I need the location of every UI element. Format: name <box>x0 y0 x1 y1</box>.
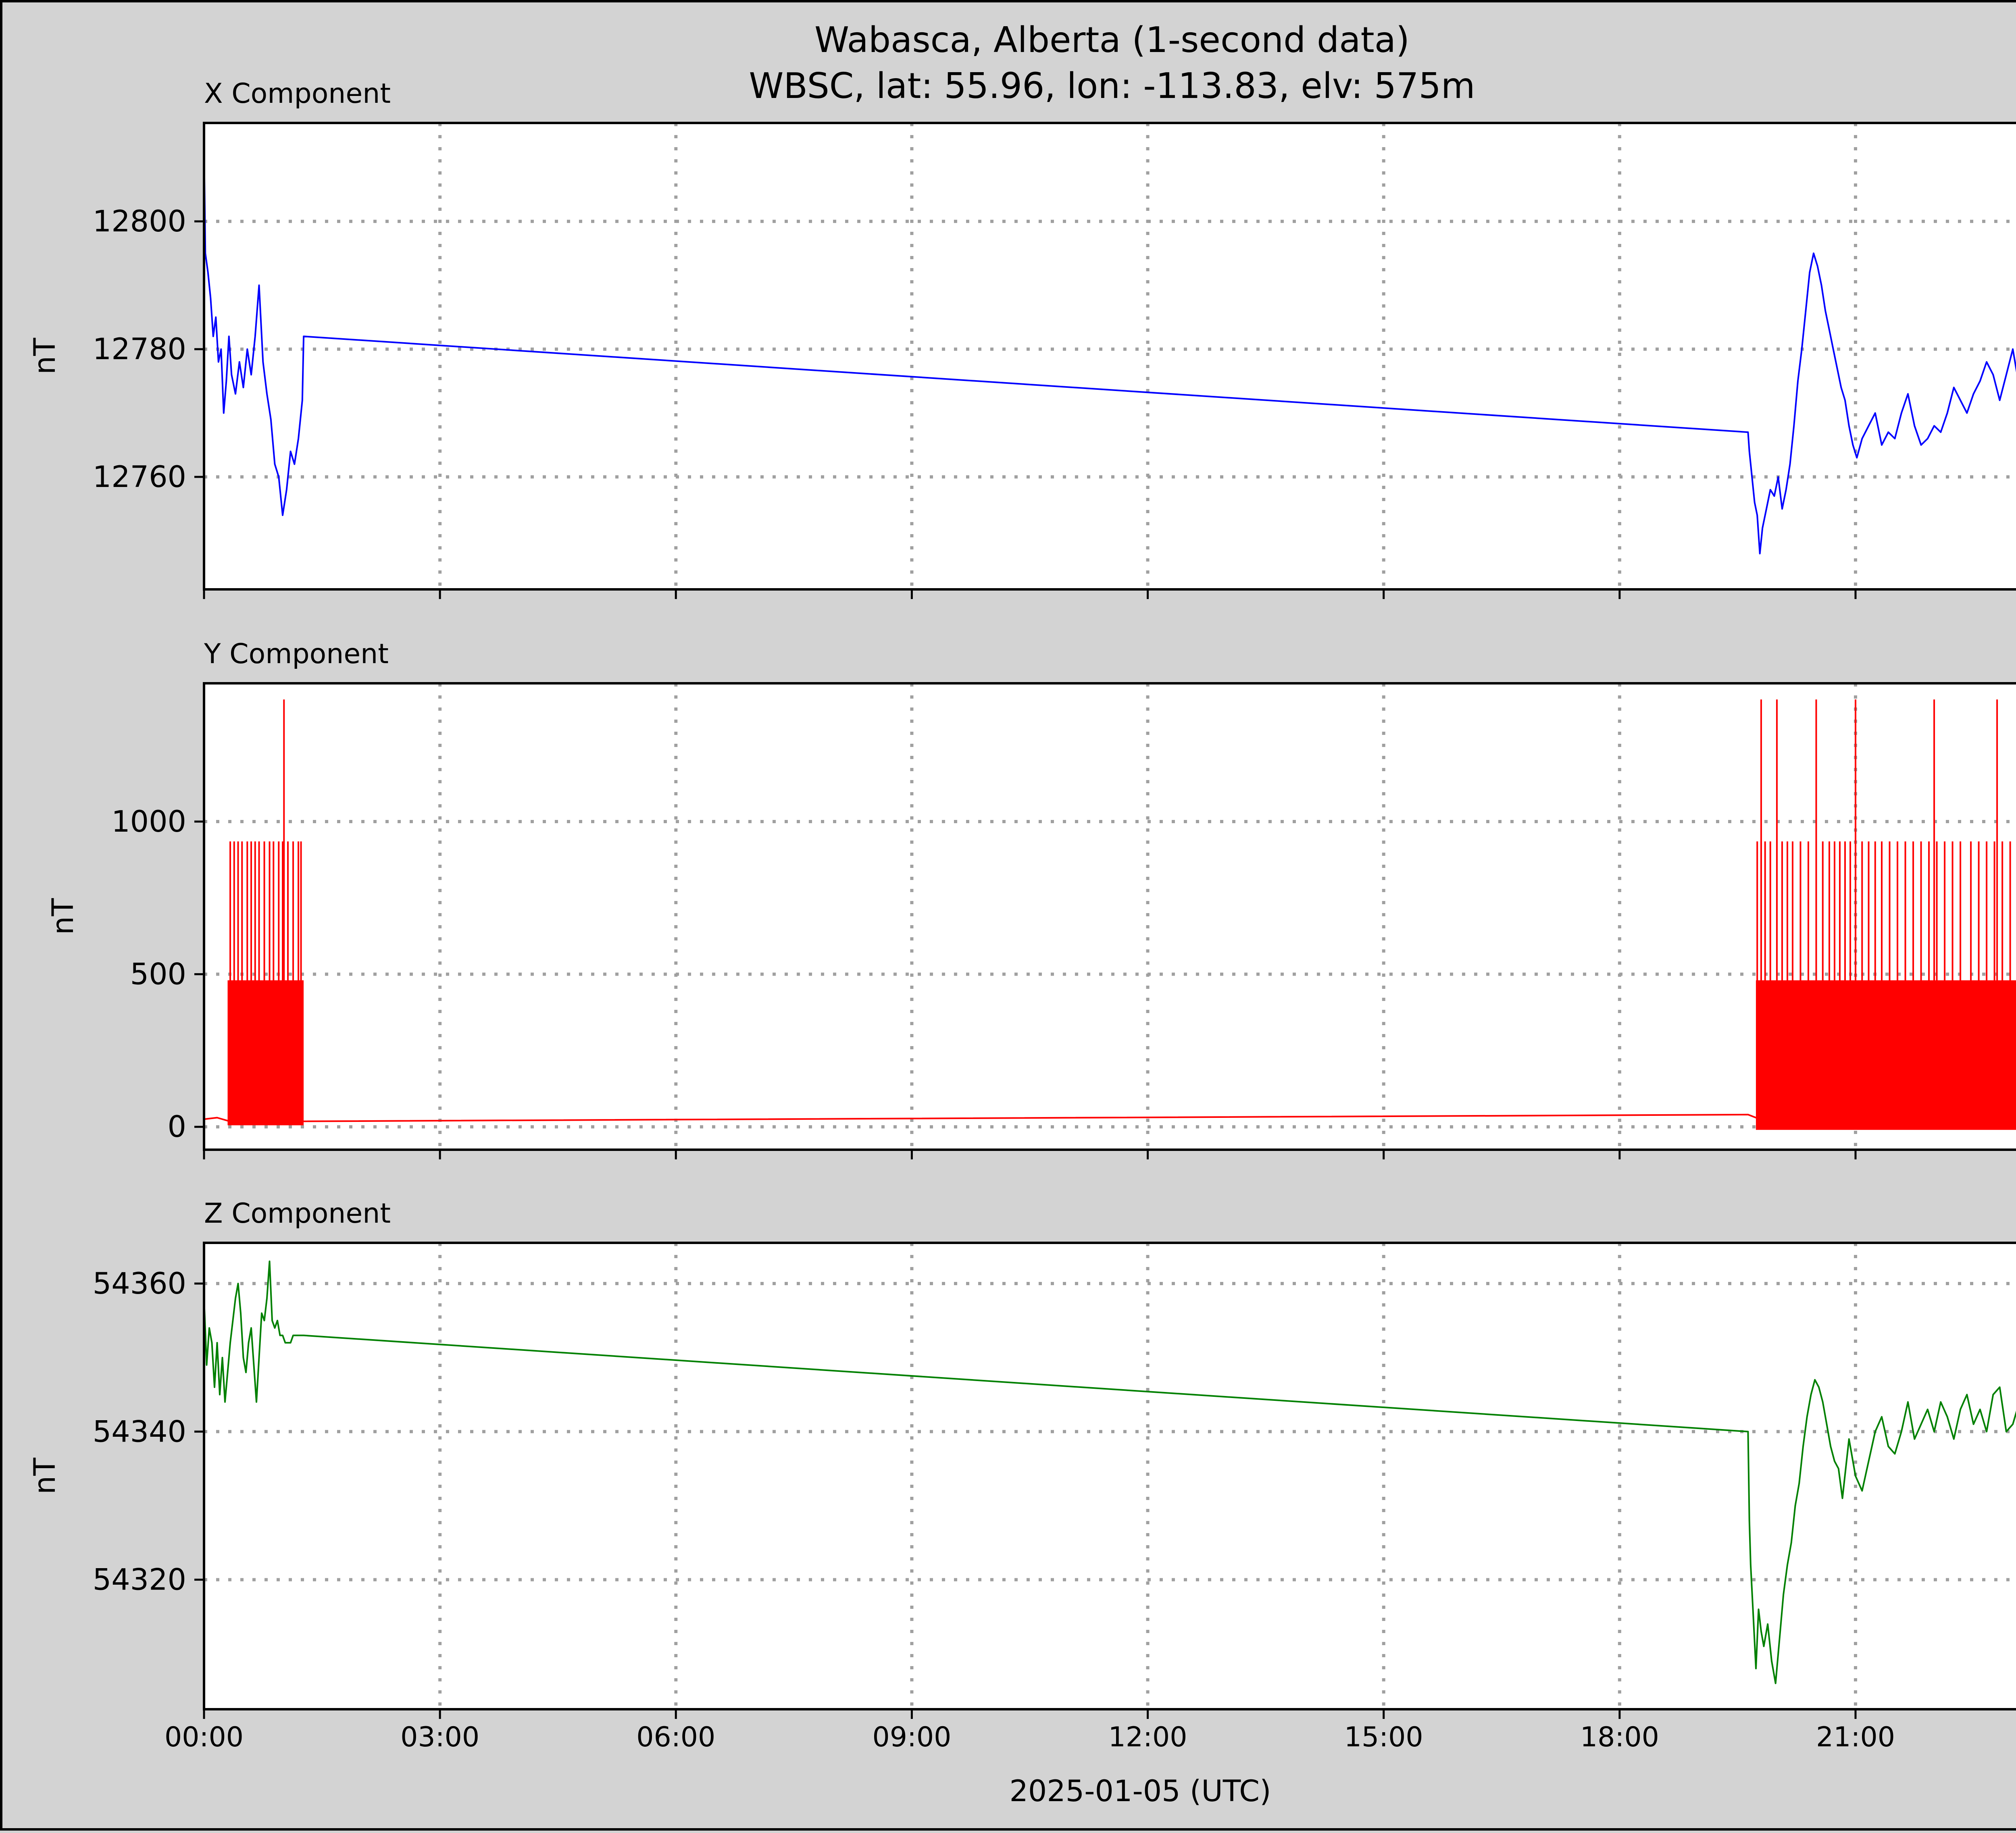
figure-title-line1: Wabasca, Alberta (1-second data) <box>814 19 1410 60</box>
panel-1-title: X Component <box>204 78 391 110</box>
panel-3-ytick-label: 54360 <box>93 1267 186 1301</box>
panel-1-frame <box>203 122 2016 591</box>
panel-1-ytick-label: 12800 <box>93 204 186 239</box>
panel-3-y-axis-label: nT <box>28 1458 62 1494</box>
panel-3-title: Z Component <box>204 1198 391 1230</box>
x-tick-label: 00:00 <box>165 1721 244 1753</box>
panel-2: Y Component 0 500 1000 nT <box>46 638 2016 1159</box>
panel-2-noise-band <box>227 980 304 1126</box>
x-axis-label: 2025-01-05 (UTC) <box>1009 1774 1271 1808</box>
x-tick-label: 09:00 <box>872 1721 951 1753</box>
panel-1: X Component 12760 12780 12800 nT <box>28 78 2016 599</box>
x-tick-label: 21:00 <box>1816 1721 1895 1753</box>
panel-2-y-axis-label: nT <box>46 898 80 935</box>
panel-3-series-line <box>203 1260 2016 1684</box>
panel-3-frame <box>203 1242 2016 1710</box>
panel-2-ytick-label: 0 <box>168 1110 186 1144</box>
panel-1-series-line <box>203 144 2016 555</box>
panel-2-noise-band <box>1756 980 2016 1130</box>
x-tick-label: 03:00 <box>400 1721 479 1753</box>
figure-title-line2: WBSC, lat: 55.96, lon: -113.83, elv: 575… <box>749 65 1475 106</box>
panel-1-ytick-label: 12780 <box>93 332 186 366</box>
x-tick-label: 18:00 <box>1580 1721 1659 1753</box>
x-tick-label: 12:00 <box>1108 1721 1187 1753</box>
panel-2-series-line <box>204 1113 2016 1122</box>
panels-group: X Component 12760 12780 12800 nT Y Component 0… <box>28 78 2016 1753</box>
panel-3-ytick-label: 54320 <box>93 1563 186 1597</box>
panel-2-frame <box>203 682 2016 1151</box>
panel-2-title: Y Component <box>204 638 389 670</box>
x-tick-label: 06:00 <box>636 1721 715 1753</box>
panel-1-plot-area <box>204 123 2016 589</box>
panel-3-plot-area <box>204 1243 2016 1709</box>
panel-2-ytick-label: 1000 <box>111 805 186 839</box>
panel-2-plot-area <box>204 683 2016 1150</box>
panel-1-ytick-label: 12760 <box>93 460 186 494</box>
panel-2-ytick-label: 500 <box>130 957 186 992</box>
panel-1-y-axis-label: nT <box>28 338 62 375</box>
x-tick-label: 15:00 <box>1344 1721 1423 1753</box>
panel-3-ytick-label: 54340 <box>93 1415 186 1449</box>
panel-3: Z Component 00:00 03:00 06:00 09:00 12:00 15:0… <box>28 1198 2016 1753</box>
